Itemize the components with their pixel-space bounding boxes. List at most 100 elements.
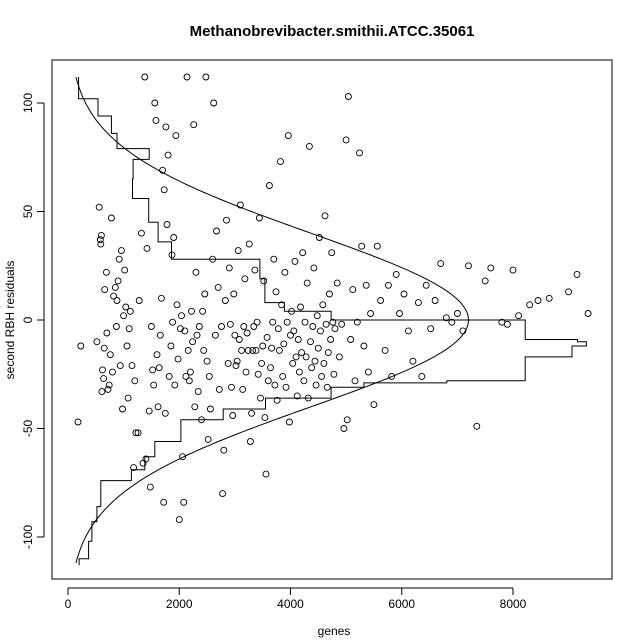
- data-point: [288, 307, 296, 315]
- data-point: [246, 438, 254, 445]
- data-point: [308, 364, 316, 372]
- data-point: [178, 312, 185, 320]
- data-point: [184, 346, 192, 354]
- data-point: [302, 353, 310, 361]
- data-point: [431, 297, 439, 304]
- data-point: [459, 327, 467, 335]
- data-point: [135, 297, 143, 304]
- data-point: [377, 297, 385, 304]
- data-point: [236, 201, 244, 209]
- data-point: [155, 364, 163, 372]
- y-tick-label: 0: [21, 316, 35, 323]
- data-point: [119, 405, 126, 413]
- data-point: [183, 73, 191, 81]
- data-point: [181, 327, 189, 335]
- data-point: [487, 264, 495, 272]
- data-point: [160, 186, 168, 194]
- data-point: [351, 377, 359, 385]
- data-point: [172, 132, 180, 140]
- data-point: [317, 327, 324, 335]
- data-point: [273, 396, 281, 404]
- data-point: [128, 362, 136, 370]
- data-point: [126, 307, 134, 315]
- data-point: [180, 498, 188, 506]
- data-point: [257, 394, 264, 402]
- data-point: [265, 182, 273, 189]
- data-point: [260, 277, 268, 285]
- data-point: [188, 307, 195, 315]
- data-point: [130, 464, 138, 472]
- data-point: [211, 331, 219, 339]
- data-point: [143, 244, 151, 252]
- data-point: [275, 346, 283, 354]
- data-point: [481, 277, 489, 285]
- data-point: [318, 372, 326, 380]
- data-point: [101, 286, 109, 294]
- data-point: [437, 260, 445, 268]
- data-point: [159, 166, 167, 174]
- data-point: [353, 318, 361, 326]
- data-point: [251, 266, 259, 274]
- data-point: [214, 283, 222, 291]
- data-point: [349, 286, 357, 294]
- data-point: [362, 281, 370, 289]
- data-point: [213, 227, 220, 235]
- data-point: [282, 383, 290, 391]
- y-axis: -100 -50 0 50 100: [21, 93, 45, 549]
- data-point: [194, 388, 202, 396]
- data-point: [442, 314, 450, 322]
- data-point: [134, 429, 142, 437]
- data-point: [503, 320, 511, 328]
- data-point: [545, 294, 553, 302]
- data-point: [98, 388, 106, 396]
- data-point: [162, 123, 170, 131]
- x-tick-label: 0: [65, 597, 72, 611]
- normal-density-curve: [75, 76, 470, 564]
- data-point: [465, 262, 472, 270]
- data-point: [151, 99, 159, 107]
- data-point: [283, 318, 291, 326]
- data-point: [526, 301, 534, 309]
- data-point: [106, 351, 114, 359]
- y-tick-label: -50: [21, 420, 35, 438]
- data-point: [448, 318, 456, 326]
- data-point: [228, 383, 235, 391]
- data-point: [243, 329, 251, 337]
- data-point: [74, 418, 82, 426]
- data-point: [323, 383, 331, 391]
- data-point: [103, 329, 111, 337]
- data-point: [309, 323, 317, 330]
- data-point: [338, 320, 346, 328]
- data-point: [124, 394, 132, 402]
- data-point: [77, 342, 85, 350]
- data-point: [100, 344, 108, 352]
- data-point: [396, 310, 403, 317]
- data-point: [284, 132, 292, 140]
- data-point: [271, 381, 279, 389]
- data-point: [269, 318, 277, 326]
- data-point: [272, 288, 280, 296]
- data-point: [157, 294, 165, 302]
- data-point: [305, 142, 313, 150]
- histogram-layer: [78, 77, 587, 566]
- y-axis-label: second RBH residuals: [3, 261, 17, 380]
- data-point: [274, 325, 282, 333]
- data-point: [291, 257, 299, 265]
- data-point: [163, 221, 171, 228]
- data-point: [259, 342, 267, 350]
- data-point: [255, 214, 263, 222]
- data-point: [240, 323, 248, 330]
- data-point: [191, 403, 199, 411]
- data-point: [381, 346, 389, 354]
- data-point: [175, 516, 183, 524]
- data-point: [328, 249, 336, 257]
- data-point: [313, 312, 321, 320]
- data-point: [297, 303, 304, 311]
- y-tick-label: 100: [21, 93, 35, 113]
- x-axis-label: genes: [318, 624, 351, 638]
- data-point: [146, 483, 154, 491]
- data-point: [278, 301, 286, 309]
- data-point: [99, 366, 106, 374]
- data-point: [342, 136, 350, 144]
